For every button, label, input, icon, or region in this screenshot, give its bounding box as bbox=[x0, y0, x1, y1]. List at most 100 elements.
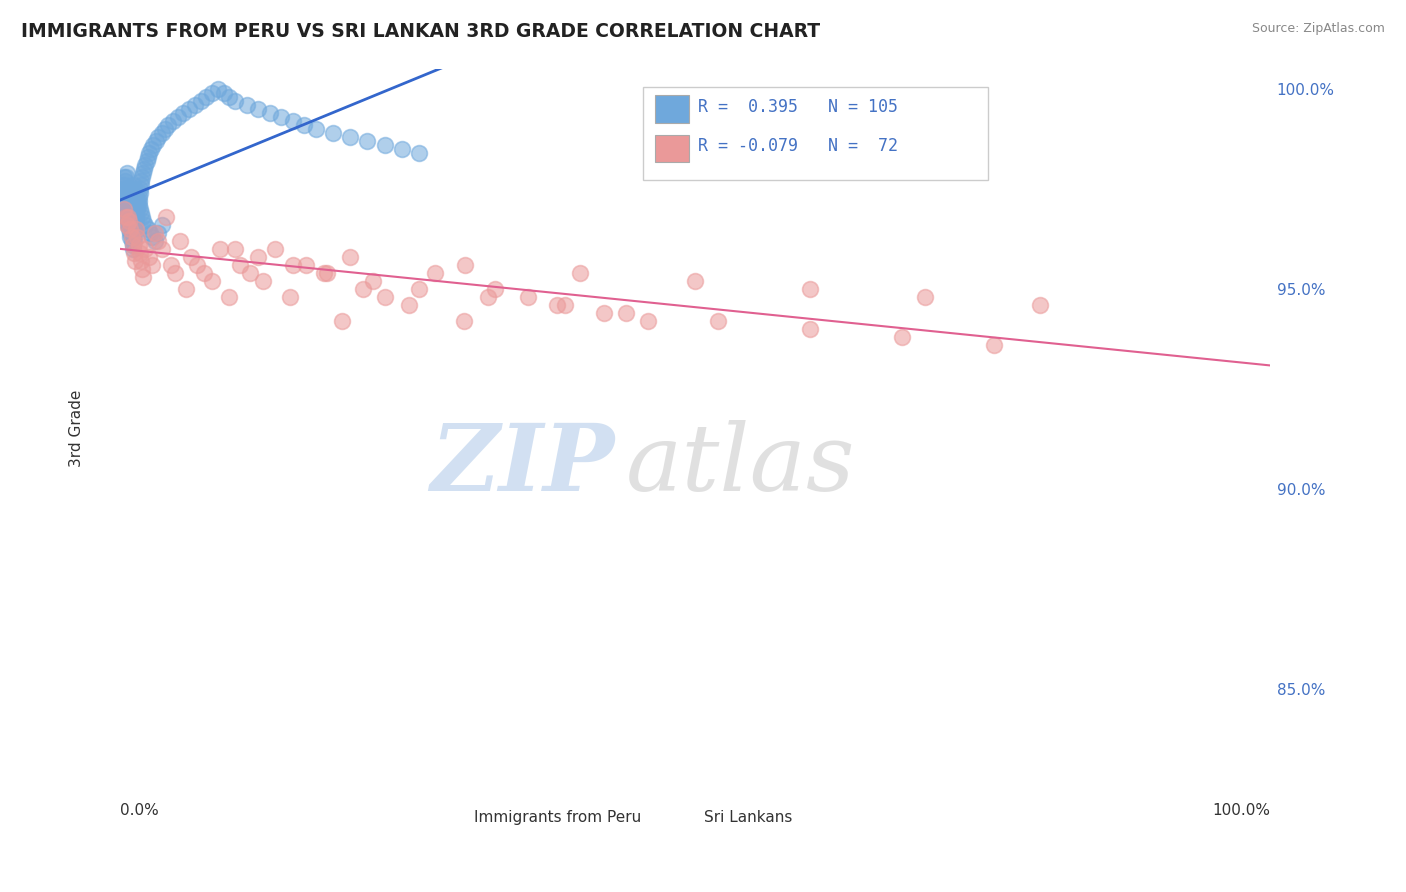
Point bbox=[312, 266, 335, 280]
Text: Sri Lankans: Sri Lankans bbox=[704, 810, 793, 825]
Point bbox=[546, 297, 568, 311]
Text: 100.0%: 100.0% bbox=[1212, 803, 1270, 818]
Point bbox=[132, 269, 155, 284]
Point bbox=[117, 210, 139, 224]
Point bbox=[146, 226, 169, 240]
Point bbox=[235, 97, 257, 112]
Point bbox=[120, 229, 142, 244]
Point bbox=[134, 242, 156, 256]
Point bbox=[339, 250, 361, 264]
Point bbox=[179, 102, 201, 116]
Point bbox=[172, 105, 194, 120]
Point bbox=[124, 221, 146, 235]
Text: 0.0%: 0.0% bbox=[120, 803, 159, 818]
Point bbox=[121, 237, 143, 252]
Point bbox=[218, 289, 240, 303]
Point bbox=[146, 234, 169, 248]
FancyBboxPatch shape bbox=[644, 87, 988, 180]
Point bbox=[143, 226, 166, 240]
Point bbox=[157, 118, 180, 132]
Point bbox=[128, 186, 150, 200]
Point bbox=[127, 194, 149, 208]
Point bbox=[186, 258, 208, 272]
Text: R =  0.395   N = 105: R = 0.395 N = 105 bbox=[699, 98, 898, 116]
FancyBboxPatch shape bbox=[441, 806, 467, 828]
Point bbox=[150, 218, 173, 232]
Point bbox=[138, 145, 160, 160]
Point bbox=[124, 218, 146, 232]
Point bbox=[150, 126, 173, 140]
FancyBboxPatch shape bbox=[655, 95, 689, 122]
Point bbox=[569, 266, 592, 280]
Point bbox=[304, 121, 326, 136]
Point bbox=[121, 221, 143, 235]
Point bbox=[361, 273, 384, 287]
Point bbox=[141, 258, 163, 272]
Point bbox=[121, 234, 143, 248]
Point bbox=[112, 178, 135, 192]
Point bbox=[278, 289, 301, 303]
Point bbox=[517, 289, 540, 303]
Point bbox=[281, 258, 304, 272]
Point bbox=[408, 281, 430, 295]
Point bbox=[121, 242, 143, 256]
Point bbox=[128, 194, 150, 208]
Point bbox=[111, 181, 134, 195]
Point bbox=[115, 194, 138, 208]
Point bbox=[180, 250, 202, 264]
Point bbox=[134, 218, 156, 232]
Point bbox=[124, 253, 146, 268]
Point bbox=[125, 213, 148, 227]
Point bbox=[374, 289, 396, 303]
Point bbox=[135, 153, 157, 168]
Point bbox=[212, 86, 235, 100]
Point bbox=[174, 281, 197, 295]
Point bbox=[124, 186, 146, 200]
Point bbox=[146, 129, 169, 144]
Text: 3rd Grade: 3rd Grade bbox=[69, 390, 84, 467]
Point bbox=[398, 297, 420, 311]
Point bbox=[118, 210, 141, 224]
Point bbox=[454, 258, 477, 272]
Point bbox=[259, 105, 281, 120]
Point bbox=[121, 194, 143, 208]
Point bbox=[112, 169, 135, 184]
Point bbox=[141, 229, 163, 244]
Point bbox=[292, 118, 315, 132]
Point bbox=[330, 313, 353, 327]
Point bbox=[134, 157, 156, 171]
Point bbox=[128, 245, 150, 260]
Point bbox=[374, 137, 396, 152]
Point bbox=[121, 229, 143, 244]
Point bbox=[122, 234, 145, 248]
Point bbox=[112, 194, 135, 208]
Point bbox=[252, 273, 274, 287]
Point bbox=[127, 229, 149, 244]
Point bbox=[914, 289, 936, 303]
Point bbox=[125, 210, 148, 224]
Text: atlas: atlas bbox=[626, 419, 855, 509]
Point bbox=[799, 321, 821, 335]
Point bbox=[118, 221, 141, 235]
Point bbox=[799, 281, 821, 295]
Point bbox=[165, 266, 187, 280]
Point bbox=[128, 237, 150, 252]
Point bbox=[121, 229, 143, 244]
Point bbox=[356, 134, 378, 148]
Point bbox=[554, 297, 576, 311]
Point bbox=[117, 202, 139, 216]
Point bbox=[593, 305, 616, 319]
Point bbox=[166, 110, 188, 124]
Point bbox=[707, 313, 730, 327]
Point bbox=[118, 213, 141, 227]
Point bbox=[127, 202, 149, 216]
Point bbox=[322, 126, 344, 140]
Point bbox=[129, 173, 152, 187]
Point bbox=[129, 178, 152, 192]
Point bbox=[128, 197, 150, 211]
Point bbox=[128, 202, 150, 216]
FancyBboxPatch shape bbox=[655, 135, 689, 162]
Point bbox=[201, 86, 224, 100]
FancyBboxPatch shape bbox=[672, 806, 697, 828]
Point bbox=[115, 210, 138, 224]
